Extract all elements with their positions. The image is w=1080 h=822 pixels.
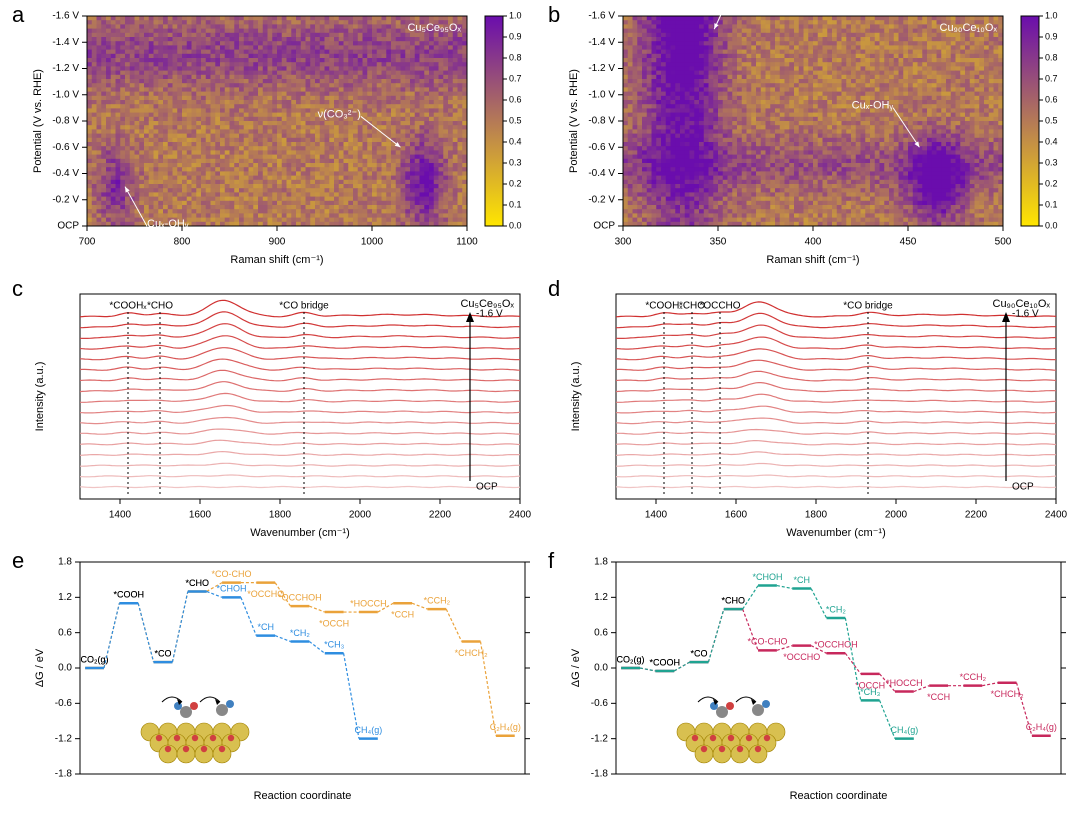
panel-b: 300350400450500OCP-0.2 V-0.4 V-0.6 V-0.8…	[558, 6, 1078, 274]
svg-text:800: 800	[174, 237, 191, 248]
svg-text:0.3: 0.3	[509, 157, 522, 167]
panel-f: -1.8-1.2-0.60.00.61.21.8ΔG / eVReaction …	[558, 552, 1078, 817]
panel-e: -1.8-1.2-0.60.00.61.21.8ΔG / eVReaction …	[22, 552, 542, 817]
svg-text:-0.2 V: -0.2 V	[52, 194, 79, 205]
svg-text:ν(CO₃²⁻): ν(CO₃²⁻)	[318, 108, 361, 120]
svg-text:-0.4 V: -0.4 V	[52, 168, 79, 179]
svg-text:-1.4 V: -1.4 V	[52, 37, 79, 48]
panel-d: 140016001800200022002400Wavenumber (cm⁻¹…	[558, 280, 1078, 545]
svg-text:0.9: 0.9	[509, 31, 522, 41]
svg-text:0.5: 0.5	[509, 115, 522, 125]
svg-text:0.7: 0.7	[509, 73, 522, 83]
svg-text:0.8: 0.8	[509, 52, 522, 62]
svg-text:0.2: 0.2	[509, 178, 522, 188]
svg-text:1.0: 1.0	[509, 10, 522, 20]
svg-text:0.0: 0.0	[509, 220, 522, 230]
svg-text:0.6: 0.6	[509, 94, 522, 104]
svg-text:OCP: OCP	[57, 221, 79, 232]
panel-a: 700 800 900 1000 1100 OCP -0.2 V -0.4 V -0.6 V -0…	[22, 6, 542, 274]
svg-text:-1.6 V: -1.6 V	[52, 11, 79, 22]
svg-text:900: 900	[269, 237, 286, 248]
svg-text:-0.6 V: -0.6 V	[52, 142, 79, 153]
svg-text:-1.0 V: -1.0 V	[52, 89, 79, 100]
svg-text:Potential (V vs. RHE): Potential (V vs. RHE)	[32, 69, 44, 173]
svg-text:Raman shift (cm⁻¹): Raman shift (cm⁻¹)	[230, 254, 323, 266]
svg-text:Cuₓ-OHᵧ: Cuₓ-OHᵧ	[147, 218, 189, 230]
svg-text:Cu₅Ce₉₅Oₓ: Cu₅Ce₉₅Oₓ	[407, 22, 461, 34]
svg-text:1000: 1000	[361, 237, 384, 248]
svg-text:0.1: 0.1	[509, 199, 522, 209]
svg-text:-0.8 V: -0.8 V	[52, 116, 79, 127]
svg-text:-1.2 V: -1.2 V	[52, 63, 79, 74]
panel-c: 140016001800200022002400Wavenumber (cm⁻¹…	[22, 280, 542, 545]
svg-text:0.4: 0.4	[509, 136, 522, 146]
panel-f-label: f	[548, 548, 554, 574]
svg-text:700: 700	[79, 237, 96, 248]
svg-text:1100: 1100	[456, 237, 478, 248]
